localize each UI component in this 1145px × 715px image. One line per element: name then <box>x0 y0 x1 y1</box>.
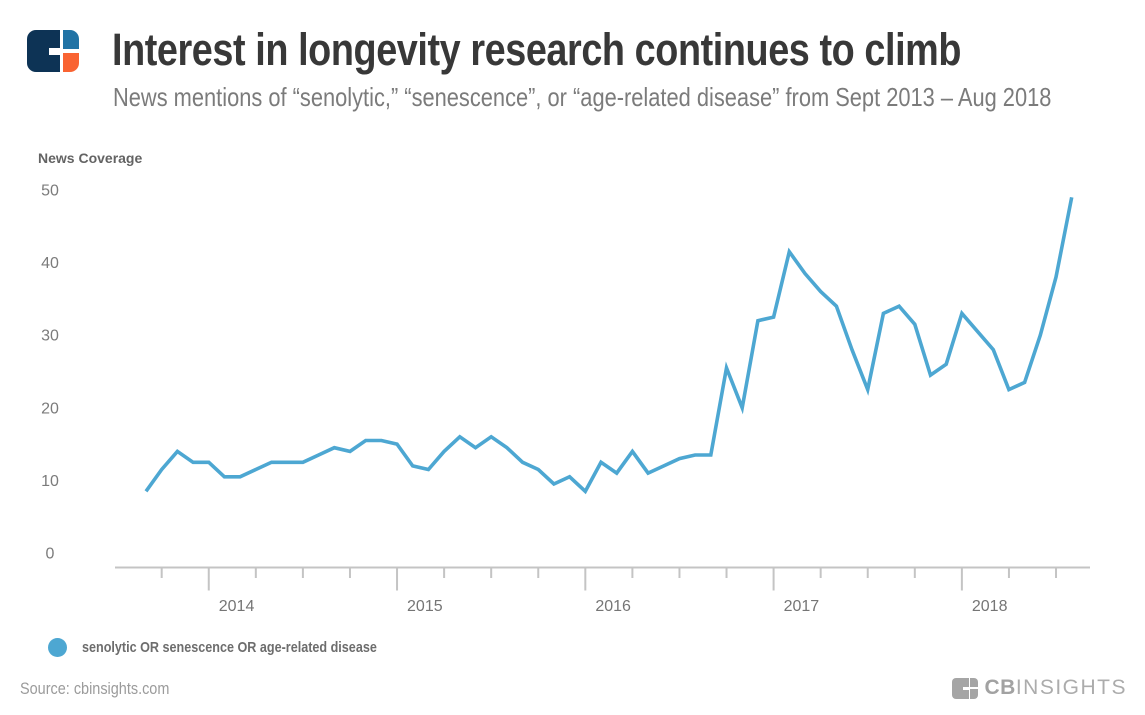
y-axis-title: News Coverage <box>38 150 143 166</box>
logo-orange-block <box>63 53 79 72</box>
logo-blue-block <box>63 30 79 49</box>
y-tick-label: 30 <box>41 328 59 345</box>
x-tick-label: 2015 <box>407 598 443 615</box>
glyph-notch <box>963 686 969 690</box>
cbinsights-glyph-icon <box>952 677 979 699</box>
y-tick-label: 40 <box>41 255 59 272</box>
source-attribution: Source: cbinsights.com <box>20 679 170 698</box>
x-tick-label: 2014 <box>219 598 255 615</box>
y-tick-label: 50 <box>41 183 59 200</box>
x-tick-label: 2016 <box>595 598 631 615</box>
data-line-series <box>144 196 1074 495</box>
cbinsights-logo-icon <box>27 30 79 72</box>
legend-label: senolytic OR senescence OR age-related d… <box>82 639 377 656</box>
footer-brand-insights: INSIGHTS <box>1015 676 1127 699</box>
y-tick-label: 20 <box>41 400 59 417</box>
footer-brand-cb: CB <box>984 676 1016 699</box>
y-tick-label: 10 <box>41 473 59 490</box>
legend-dot-icon <box>48 638 67 657</box>
logo-notch <box>49 48 60 55</box>
x-tick-label: 2017 <box>784 598 820 615</box>
glyph-bottom-block <box>970 689 979 699</box>
glyph-left-block <box>952 677 969 699</box>
page-title: Interest in longevity research continues… <box>112 24 962 75</box>
glyph-top-block <box>970 677 979 687</box>
legend: senolytic OR senescence OR age-related d… <box>48 638 433 657</box>
page-subtitle: News mentions of “senolytic,” “senescenc… <box>113 82 1052 112</box>
x-tick-label: 2018 <box>972 598 1008 615</box>
footer-brand: CB INSIGHTS <box>952 676 1127 700</box>
y-tick-label: 0 <box>46 546 55 563</box>
